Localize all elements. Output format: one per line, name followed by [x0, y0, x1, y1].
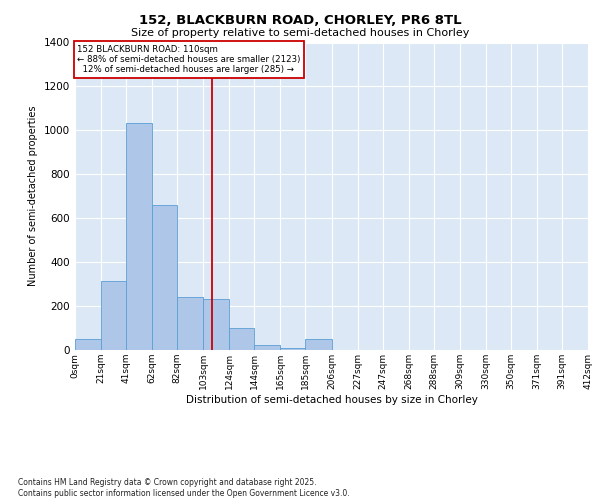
Bar — [75, 339, 101, 350]
Bar — [177, 298, 203, 350]
Bar — [280, 348, 305, 350]
Text: 152 BLACKBURN ROAD: 110sqm
← 88% of semi-detached houses are smaller (2123)
  12: 152 BLACKBURN ROAD: 110sqm ← 88% of semi… — [77, 44, 301, 74]
Text: 152, BLACKBURN ROAD, CHORLEY, PR6 8TL: 152, BLACKBURN ROAD, CHORLEY, PR6 8TL — [139, 14, 461, 27]
Bar — [305, 339, 331, 350]
Bar — [203, 300, 229, 350]
Text: Contains HM Land Registry data © Crown copyright and database right 2025.
Contai: Contains HM Land Registry data © Crown c… — [18, 478, 350, 498]
Text: Size of property relative to semi-detached houses in Chorley: Size of property relative to semi-detach… — [131, 28, 469, 38]
Bar — [229, 328, 254, 350]
Bar — [152, 205, 177, 350]
Bar — [126, 122, 152, 350]
X-axis label: Distribution of semi-detached houses by size in Chorley: Distribution of semi-detached houses by … — [185, 394, 478, 404]
Y-axis label: Number of semi-detached properties: Number of semi-detached properties — [28, 106, 38, 286]
Bar — [101, 281, 126, 350]
Bar — [254, 344, 280, 350]
